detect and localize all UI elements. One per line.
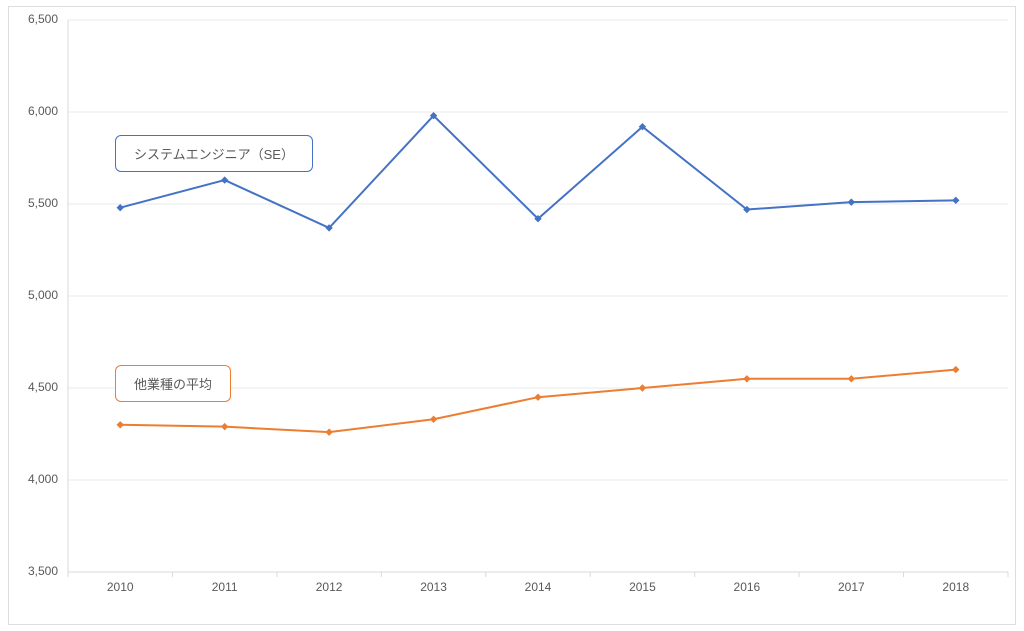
y-tick-label: 4,000 xyxy=(28,472,58,486)
series-0-marker xyxy=(953,197,959,203)
x-tick-label: 2011 xyxy=(212,580,238,594)
series-1-marker xyxy=(326,429,332,435)
y-tick-label: 6,000 xyxy=(28,104,58,118)
y-tick-label: 5,500 xyxy=(28,196,58,210)
legend-series-1-label: 他業種の平均 xyxy=(134,377,212,392)
x-tick-label: 2016 xyxy=(734,580,761,594)
x-tick-label: 2018 xyxy=(942,580,969,594)
y-tick-label: 4,500 xyxy=(28,380,58,394)
x-tick-label: 2015 xyxy=(629,580,656,594)
y-tick-label: 5,000 xyxy=(28,288,58,302)
series-1-marker xyxy=(222,424,228,430)
series-0-marker xyxy=(117,205,123,211)
x-tick-label: 2012 xyxy=(316,580,343,594)
chart-svg: 3,500 4,000 4,500 5,000 5,500 6,000 6,500 2010 2… xyxy=(0,0,1024,631)
legend-series-0-label: システムエンジニア（SE） xyxy=(134,147,294,162)
x-tick-label: 2010 xyxy=(107,580,134,594)
series-1-marker xyxy=(953,367,959,373)
x-tick-label: 2017 xyxy=(838,580,865,594)
series-1-marker xyxy=(431,416,437,422)
y-tick-label: 3,500 xyxy=(28,564,58,578)
series-1-marker xyxy=(117,422,123,428)
y-tick-label: 6,500 xyxy=(28,12,58,26)
legend-series-0: システムエンジニア（SE） xyxy=(115,135,313,172)
series-1-marker xyxy=(744,376,750,382)
x-tick-label: 2014 xyxy=(525,580,552,594)
line-chart: 3,500 4,000 4,500 5,000 5,500 6,000 6,500 2010 2… xyxy=(0,0,1024,631)
legend-series-1: 他業種の平均 xyxy=(115,365,231,402)
series-0-marker xyxy=(222,177,228,183)
series-1-marker xyxy=(639,385,645,391)
x-tick-label: 2013 xyxy=(420,580,447,594)
series-1-marker xyxy=(848,376,854,382)
series-1-marker xyxy=(535,394,541,400)
